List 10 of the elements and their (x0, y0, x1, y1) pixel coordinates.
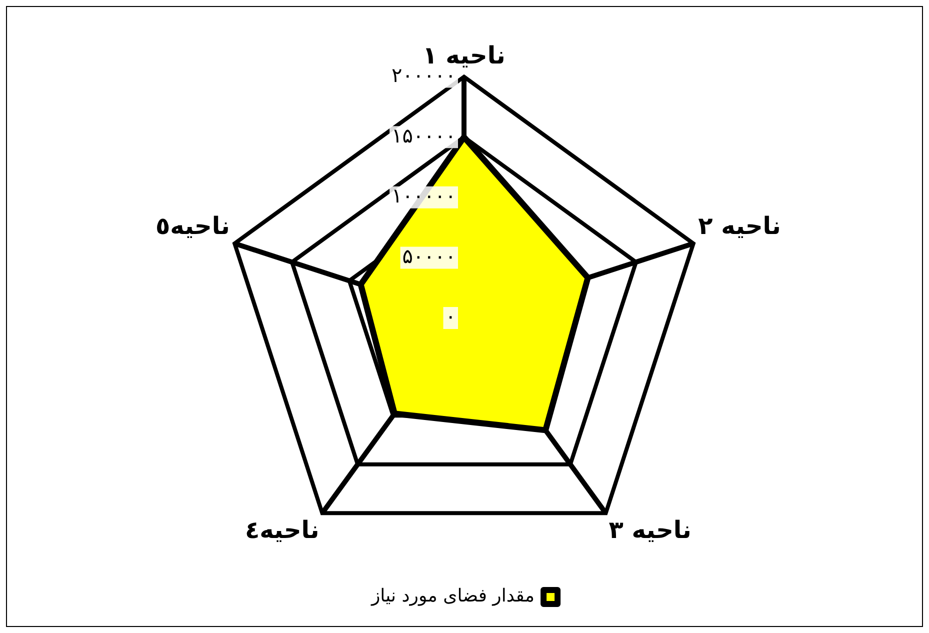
spoke-label: ناحیه ۲ (698, 212, 781, 240)
spoke-label: ناحیه ۳ (608, 516, 692, 544)
y-tick-label: ۵۰۰۰۰ (402, 244, 456, 268)
legend-label: مقدار فضای مورد نیاز (370, 586, 535, 607)
y-tick-label: ۱۵۰۰۰۰ (392, 123, 456, 148)
y-tick-label: ۰ (445, 304, 456, 328)
spoke-label: ناحیه٤ (244, 516, 320, 544)
y-tick-label: ۲۰۰۰۰۰ (392, 63, 456, 88)
spoke-label: ناحیه٥ (156, 212, 230, 240)
y-tick-label: ۱۰۰۰۰۰ (392, 184, 456, 208)
